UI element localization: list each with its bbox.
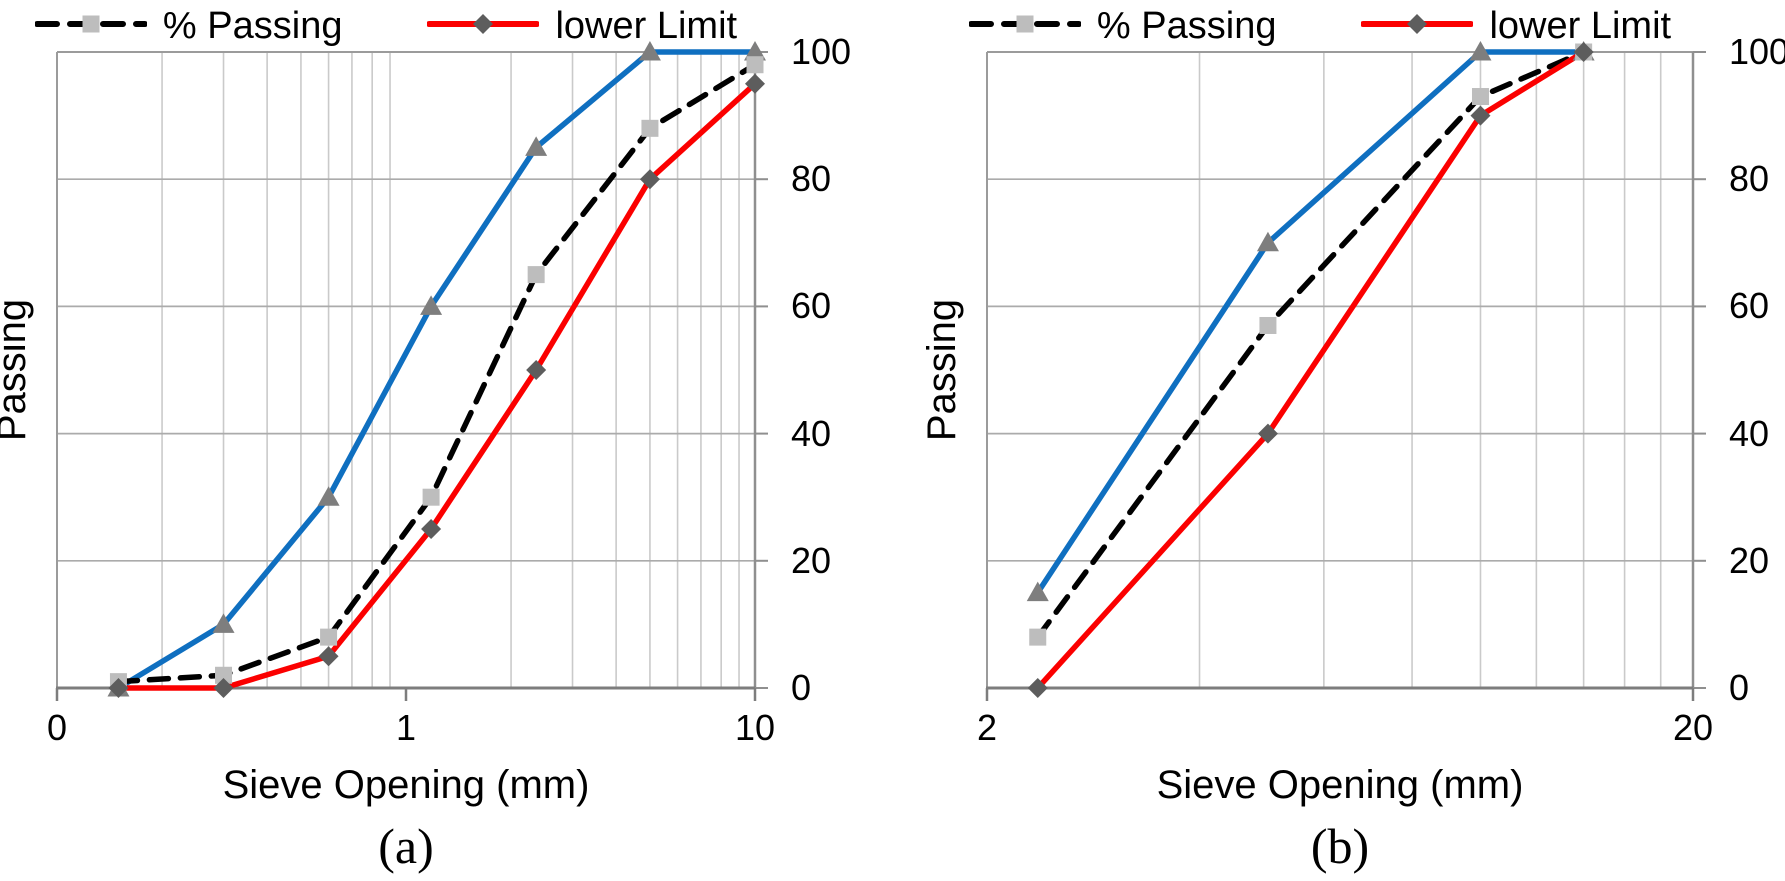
red-line-diamond-marker-sample: [1360, 2, 1475, 51]
series-line-passing: [1034, 49, 1587, 640]
triangle-marker: [744, 41, 766, 61]
caption-a: (a): [378, 818, 434, 874]
series-line-lower-limit: [1034, 49, 1587, 691]
legend-label: lower Limit: [555, 5, 738, 47]
x-tick-label: 20: [1672, 707, 1714, 748]
legend-item-percent-passing: % Passing: [967, 2, 1277, 51]
square-marker: [1259, 316, 1277, 334]
y-tick-label: 80: [1729, 158, 1770, 200]
square-marker: [215, 666, 233, 684]
diamond-marker: [639, 169, 660, 190]
x-tick-label: 10: [734, 707, 776, 748]
diamond-marker: [1027, 678, 1048, 698]
triangle-marker: [420, 295, 443, 315]
diamond-marker: [318, 646, 339, 667]
diamond-marker: [421, 519, 442, 539]
legend-sample-svg: [426, 13, 541, 34]
series-line-upper-curve: [1034, 49, 1587, 596]
legend-label: % Passing: [1096, 5, 1277, 47]
legend-item-lower-limit: lower Limit: [1360, 2, 1672, 51]
legend-sample-svg: [1360, 13, 1475, 34]
plot-area-a: [55, 41, 768, 701]
y-tick-label: 0: [1729, 667, 1750, 708]
square-marker: [320, 628, 338, 646]
y-tick-label: 20: [791, 539, 832, 581]
diamond-marker: [1573, 42, 1594, 62]
diamond-marker: [526, 360, 547, 380]
legend-square-marker: [82, 15, 100, 32]
y-tick-label: 20: [1729, 539, 1770, 581]
square-marker: [1471, 88, 1489, 106]
x-axis-title-b: Sieve Opening (mm): [1156, 763, 1524, 807]
y-tick-label: 60: [791, 285, 832, 327]
triangle-marker: [1026, 581, 1049, 602]
diamond-marker: [213, 678, 234, 698]
dashed-line-square-marker-sample: [967, 2, 1082, 51]
series-line-lower-limit: [115, 81, 758, 691]
y-tick-label: 40: [1729, 412, 1770, 454]
x-tick-label: 2: [976, 707, 998, 748]
triangle-marker: [1256, 231, 1279, 252]
plot-area-b: [985, 41, 1706, 701]
square-marker: [422, 488, 440, 506]
x-axis-title-a: Sieve Opening (mm): [222, 763, 590, 807]
y-tick-label: 0: [791, 667, 812, 708]
triangle-marker: [212, 613, 235, 633]
legend-diamond-marker: [1407, 13, 1428, 34]
y-tick-label: 100: [1729, 31, 1785, 72]
legend-sample-svg: [967, 15, 1082, 32]
series-line-upper-curve: [115, 49, 758, 691]
square-marker: [641, 119, 659, 137]
square-marker: [746, 56, 764, 74]
y-tick-label: 60: [1729, 285, 1770, 327]
triangle-marker: [1469, 41, 1492, 61]
square-marker: [527, 266, 545, 284]
series-line-passing: [115, 61, 758, 685]
x-tick-label: 1: [395, 707, 417, 748]
y-tick-label: 80: [791, 158, 832, 200]
legend-label: lower Limit: [1489, 5, 1672, 47]
x-tick-label: 0: [46, 707, 68, 748]
legend-square-marker: [1016, 15, 1034, 32]
square-marker: [1029, 628, 1047, 646]
legend-item-lower-limit: lower Limit: [426, 2, 738, 51]
y-tick-label: 40: [791, 412, 832, 454]
y-axis-title-a: Passing: [0, 298, 34, 442]
diamond-marker: [745, 73, 765, 94]
y-axis-title-b: Passing: [920, 298, 964, 442]
dashed-line-square-marker-sample: [33, 2, 148, 51]
diamond-marker: [108, 678, 129, 698]
triangle-marker: [638, 41, 661, 61]
legend-label: % Passing: [162, 5, 343, 47]
legend-sample-svg: [33, 15, 148, 32]
triangle-marker: [525, 136, 548, 156]
y-tick-label: 100: [791, 31, 852, 72]
caption-b: (b): [1310, 818, 1370, 874]
legend-item-percent-passing: % Passing: [33, 2, 343, 51]
triangle-marker: [317, 486, 340, 506]
diamond-marker: [1257, 423, 1278, 444]
legend-a: % Passing lower Limit: [33, 2, 738, 51]
legend-diamond-marker: [473, 13, 494, 34]
red-line-diamond-marker-sample: [426, 2, 541, 51]
legend-b: % Passing lower Limit: [967, 2, 1673, 50]
